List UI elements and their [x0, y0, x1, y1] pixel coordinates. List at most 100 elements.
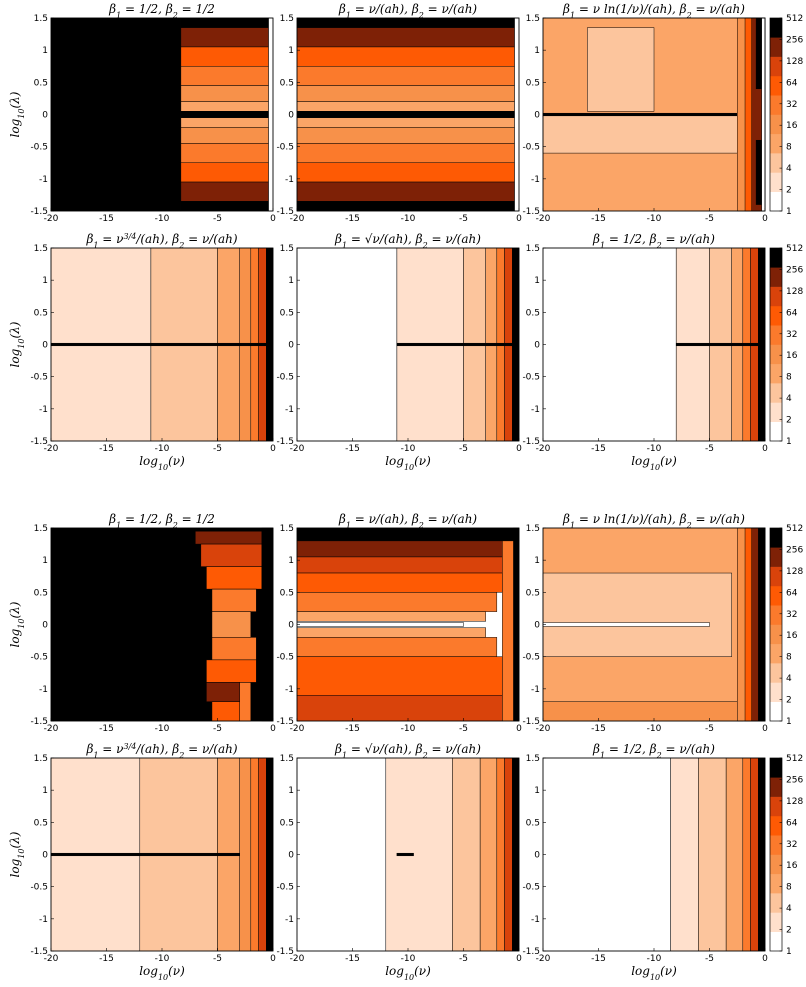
- heatmap-region: [512, 247, 520, 442]
- heatmap-region: [296, 85, 515, 102]
- x-tick-label: -15: [99, 954, 114, 964]
- y-tick-label: 0.5: [280, 78, 294, 88]
- heatmap-region: [180, 17, 269, 28]
- y-tick-label: -1.5: [276, 437, 294, 447]
- colorbar-tick-label: 512: [786, 524, 803, 534]
- heatmap-region: [513, 527, 520, 722]
- heatmap-region: [180, 143, 269, 163]
- x-tick-label: -5: [459, 444, 468, 454]
- colorbar-frame: [769, 757, 783, 952]
- colorbar-segment: [770, 566, 782, 587]
- heatmap-region: [296, 656, 503, 696]
- y-tick-label: -1: [39, 405, 48, 415]
- heatmap-region: [296, 627, 486, 638]
- x-axis-label: log10(ν): [385, 964, 431, 982]
- x-tick-label: -5: [213, 724, 222, 734]
- colorbar: 1 2 4 8 16 32 64 128 256 512: [769, 524, 803, 727]
- subplot-title: β1 = 1/2, β2 = ν/(ah): [592, 232, 715, 250]
- heatmap-region: [296, 127, 515, 144]
- heatmap-region: [758, 527, 766, 722]
- y-tick-label: -0.5: [30, 373, 48, 383]
- subplot-5: β1 = √ν/(ah), β2 = ν/(ah)-20 -15 -10 -5 0-1.…: [276, 232, 522, 472]
- heatmap-region: [542, 572, 732, 657]
- x-tick-label: -10: [401, 444, 416, 454]
- subplot-title: β1 = 1/2, β2 = 1/2: [108, 2, 215, 20]
- subplot-10: β1 = ν3/4/(ah), β2 = ν/(ah)-20 -15 -10 -5 0-…: [8, 742, 276, 982]
- y-tick-label: -1.5: [30, 717, 48, 727]
- x-tick-label: -5: [459, 954, 468, 964]
- subplot-title: β1 = ν ln(1/ν)/(ah), β2 = ν/(ah): [562, 512, 745, 530]
- colorbar-segment: [770, 547, 782, 567]
- y-tick-label: 0.5: [526, 818, 540, 828]
- y-tick-label: -1: [285, 685, 294, 695]
- x-tick-label: -20: [536, 444, 551, 454]
- colorbar: 1 2 4 8 16 32 64 128 256 512: [769, 14, 803, 217]
- heatmap-region: [542, 112, 749, 117]
- y-tick-label: -1: [39, 915, 48, 925]
- y-tick-label: 1.5: [280, 244, 294, 254]
- heatmap-region: [542, 622, 710, 627]
- colorbar-segment: [770, 421, 782, 442]
- colorbar-tick-label: 64: [786, 308, 798, 318]
- y-tick-label: 1.5: [280, 14, 294, 24]
- y-tick-label: -0.5: [276, 143, 294, 153]
- y-tick-label: -1: [39, 175, 48, 185]
- heatmap-region: [587, 27, 655, 112]
- colorbar-tick-label: 64: [786, 78, 798, 88]
- heatmap-region: [195, 530, 263, 545]
- y-tick-label: 0.5: [526, 308, 540, 318]
- x-tick-label: -15: [99, 444, 114, 454]
- heatmap-region: [725, 757, 744, 952]
- x-tick-label: -5: [459, 724, 468, 734]
- x-tick-label: 0: [762, 724, 768, 734]
- heatmap-region: [180, 85, 269, 102]
- colorbar-tick-label: 8: [786, 373, 792, 383]
- y-tick-label: 1: [42, 786, 48, 796]
- colorbar-tick-label: 512: [786, 14, 803, 24]
- x-tick-label: -10: [155, 214, 170, 224]
- y-tick-label: 0: [534, 851, 540, 861]
- y-tick-label: 0: [288, 621, 294, 631]
- y-tick-label: 0.5: [280, 308, 294, 318]
- x-tick-label: 0: [270, 444, 276, 454]
- colorbar-tick-label: 512: [786, 754, 803, 764]
- heatmap-region: [296, 46, 515, 67]
- colorbar-tick-label: 8: [786, 143, 792, 153]
- colorbar-segment: [770, 796, 782, 817]
- x-tick-label: -15: [99, 214, 114, 224]
- subplot-title: β1 = ν/(ah), β2 = ν/(ah): [338, 2, 478, 20]
- y-tick-label: 1: [42, 46, 48, 56]
- y-tick-label: -0.5: [276, 373, 294, 383]
- y-tick-label: 0: [288, 851, 294, 861]
- heatmap-region: [755, 139, 762, 205]
- subplot-title: β1 = 1/2, β2 = 1/2: [108, 512, 215, 530]
- y-tick-label: 1.5: [526, 754, 540, 764]
- colorbar-segment: [770, 18, 782, 38]
- heatmap-region: [266, 247, 274, 442]
- x-tick-label: -10: [401, 214, 416, 224]
- x-tick-label: 0: [270, 214, 276, 224]
- heatmap-region: [542, 757, 671, 952]
- y-tick-label: 0.5: [34, 308, 48, 318]
- subplot-11: β1 = √ν/(ah), β2 = ν/(ah)-20 -15 -10 -5 0-1.…: [276, 742, 522, 982]
- y-tick-label: 0.5: [280, 588, 294, 598]
- heatmap-region: [50, 17, 182, 212]
- x-tick-label: -20: [290, 214, 305, 224]
- x-tick-label: 0: [516, 954, 522, 964]
- y-tick-label: 0.5: [34, 818, 48, 828]
- y-tick-label: -0.5: [30, 143, 48, 153]
- subplot-9: β1 = ν ln(1/ν)/(ah), β2 = ν/(ah) -20 -15 -1…: [522, 512, 768, 734]
- heatmap-region: [211, 637, 257, 661]
- colorbar-segment: [770, 325, 782, 345]
- x-tick-label: -5: [705, 724, 714, 734]
- x-axis-label: log10(ν): [385, 454, 431, 472]
- y-tick-label: -1: [531, 915, 540, 925]
- heatmap-region: [670, 757, 699, 952]
- y-tick-label: 0: [288, 341, 294, 351]
- heatmap-region: [296, 117, 515, 128]
- x-tick-label: -15: [345, 724, 360, 734]
- colorbar-segment: [770, 528, 782, 548]
- subplot-8: β1 = ν/(ah), β2 = ν/(ah)-20 -15 -10 -5 0-1.5…: [276, 512, 522, 734]
- x-tick-label: -5: [705, 214, 714, 224]
- colorbar-tick-label: 4: [786, 164, 792, 174]
